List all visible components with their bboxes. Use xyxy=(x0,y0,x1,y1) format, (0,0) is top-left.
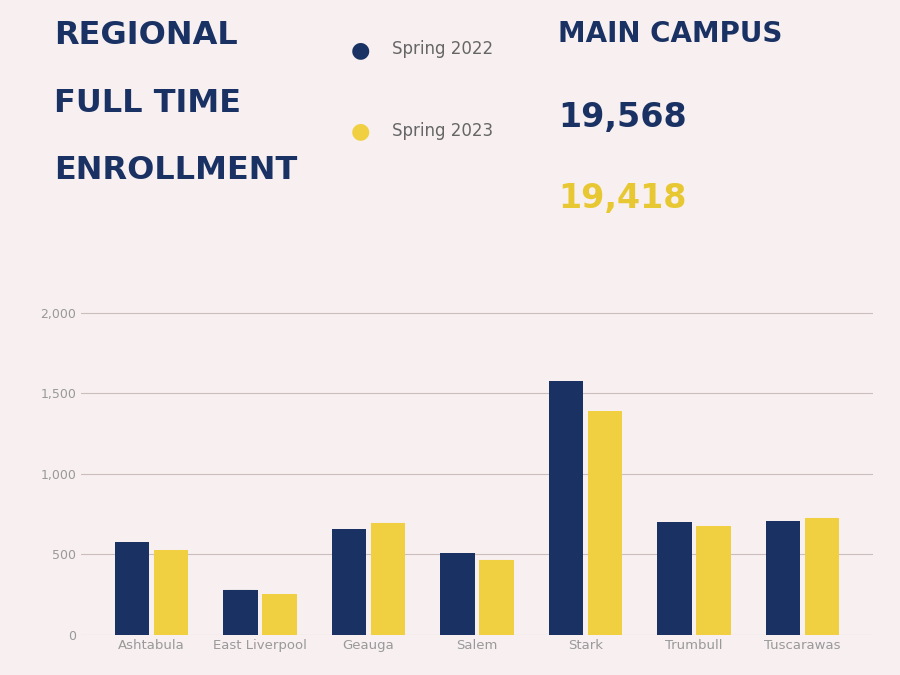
Bar xyxy=(479,560,514,634)
Text: FULL TIME: FULL TIME xyxy=(54,88,241,119)
Bar xyxy=(549,381,583,634)
Bar xyxy=(154,550,188,634)
Text: REGIONAL: REGIONAL xyxy=(54,20,238,51)
Bar xyxy=(657,522,692,634)
Text: Spring 2022: Spring 2022 xyxy=(392,40,492,59)
Bar xyxy=(805,518,840,634)
Bar xyxy=(331,529,366,634)
Bar xyxy=(223,589,257,634)
Bar xyxy=(371,523,405,634)
Text: MAIN CAMPUS: MAIN CAMPUS xyxy=(558,20,782,48)
Text: Spring 2023: Spring 2023 xyxy=(392,122,492,140)
Text: ●: ● xyxy=(351,122,371,142)
Text: ●: ● xyxy=(351,40,371,61)
Bar xyxy=(440,554,475,634)
Text: 19,568: 19,568 xyxy=(558,101,687,134)
Bar xyxy=(697,526,731,634)
Text: ENROLLMENT: ENROLLMENT xyxy=(54,155,297,186)
Bar xyxy=(766,521,800,634)
Bar xyxy=(262,595,297,634)
Text: 19,418: 19,418 xyxy=(558,182,687,215)
Bar xyxy=(588,411,623,634)
Bar xyxy=(114,542,149,634)
